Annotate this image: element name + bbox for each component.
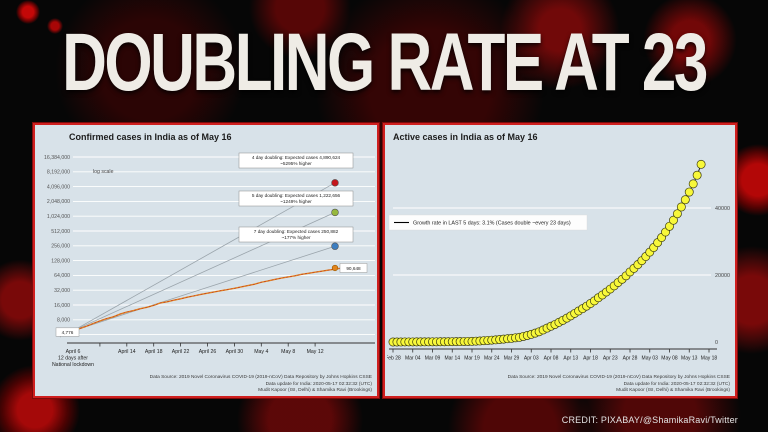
x-axis-tick-label: Mar 14 <box>444 356 460 362</box>
right-chart-source-note: Data Source: 2019 Novel Coronavirus COVI… <box>508 375 730 394</box>
x-axis-tick-label: Apr 23 <box>603 356 618 362</box>
source-line: Data update for India: 2020-05-17 02:32:… <box>265 381 372 387</box>
active-cases-chart-panel: Active cases in India as of May 16 0 2000… <box>383 123 737 398</box>
growth-trend-line <box>393 164 702 343</box>
log-scale-note: log scale <box>93 169 114 175</box>
x-axis-tick-label: April 18 <box>145 349 163 355</box>
left-chart-source-note: Data Source: 2019 Novel Coronavirus COVI… <box>150 375 372 394</box>
source-line: Data update for India: 2020-05-17 02:32:… <box>623 381 730 387</box>
confirmed-cases-log-chart: 4,0008,00016,00032,00064,000128,000256,0… <box>44 152 375 368</box>
source-line: Data Source: 2019 Novel Coronavirus COVI… <box>149 375 372 381</box>
y-axis-tick-label: 8,000 <box>57 318 70 324</box>
source-line: Data Source: 2019 Novel Coronavirus COVI… <box>507 375 730 381</box>
active-cases-point <box>669 215 678 225</box>
y-axis-tick-label: 16,000 <box>54 303 70 309</box>
x-axis-tick-label: National lockdown <box>52 362 94 368</box>
x-axis-tick-label: May 13 <box>681 356 698 362</box>
y-axis-tick-label: 64,000 <box>54 273 70 279</box>
x-axis-tick-label: Apr 08 <box>544 356 559 362</box>
x-axis-tick-label: Feb 28 <box>387 356 401 362</box>
x-axis-tick-label: April 6 <box>66 349 81 355</box>
projection-end-dot <box>331 179 339 187</box>
x-axis-tick-label: April 26 <box>199 349 217 355</box>
x-axis-tick-label: Apr 18 <box>583 356 598 362</box>
legend-label: Growth rate in LAST 5 days: 3.1% (Cases … <box>413 221 571 227</box>
annotation-text: 5 day doubling: Expected cases 1,222,656 <box>252 193 341 198</box>
source-line: Mudit Kapoor (ISI, Delhi) & Shamika Ravi… <box>258 387 372 393</box>
actual-end-dot <box>331 264 339 272</box>
projection-end-dot <box>331 242 339 250</box>
active-cases-point <box>676 202 686 212</box>
active-cases-point <box>692 170 702 180</box>
start-label: 4,776 <box>62 330 74 335</box>
source-line: Mudit Kapoor (ISI, Delhi) & Shamika Ravi… <box>616 387 730 393</box>
x-axis-tick-label: Apr 28 <box>623 356 638 362</box>
x-axis-tick-label: April 22 <box>172 349 190 355</box>
active-cases-point <box>684 187 694 197</box>
annotation-box <box>238 190 354 207</box>
annotation-text: 7 day doubling: Expected cases 250,882 <box>254 229 339 234</box>
annotation-text: ~1249% higher <box>280 199 312 204</box>
active-cases-point <box>680 195 690 205</box>
annotation-box <box>238 152 354 169</box>
y-axis-tick-label: 40000 <box>715 206 730 212</box>
x-axis-tick-label: May 12 <box>307 349 324 355</box>
y-axis-tick-label: 1,024,000 <box>47 214 70 220</box>
page-title: DOUBLING RATE AT 23 <box>62 17 708 109</box>
x-axis-tick-label: May 03 <box>642 356 659 362</box>
annotation-text: ~5295% higher <box>280 161 312 166</box>
x-axis-tick-label: April 30 <box>226 349 244 355</box>
x-axis-tick-label: Mar 24 <box>484 356 500 362</box>
y-axis-tick-label: 4,096,000 <box>47 184 70 190</box>
actual-end-label-box <box>339 263 368 273</box>
x-axis-tick-label: 12 days after <box>58 355 88 361</box>
y-axis-tick-label: 16,384,000 <box>44 155 70 161</box>
x-axis-tick-label: Mar 04 <box>405 356 421 362</box>
actual-end-label: 90,648 <box>346 266 361 271</box>
projection-end-dot <box>331 208 339 217</box>
active-cases-point <box>696 159 706 169</box>
x-axis-tick-label: Mar 09 <box>425 356 441 362</box>
start-label-box <box>55 327 80 337</box>
y-axis-tick-label: 8,192,000 <box>47 170 70 176</box>
y-axis-tick-label: 0 <box>715 340 718 346</box>
right-chart-title: Active cases in India as of May 16 <box>393 132 538 142</box>
annotation-text: 4 day doubling: Expected cases 4,890,624 <box>252 155 341 160</box>
projection-line-4-day-doubling <box>72 182 336 332</box>
active-cases-point <box>672 209 682 219</box>
x-axis-tick-label: May 18 <box>701 356 718 362</box>
confirmed-cases-chart-panel: Confirmed cases in India as of May 16 4,… <box>33 123 379 398</box>
x-axis-tick-label: May 4 <box>254 349 268 355</box>
active-cases-point <box>688 179 698 189</box>
left-chart-title: Confirmed cases in India as of May 16 <box>69 132 232 142</box>
x-axis-tick-label: Apr 03 <box>524 356 539 362</box>
headline-banner: DOUBLING RATE AT 23 <box>0 16 768 108</box>
y-axis-tick-label: 32,000 <box>54 288 70 294</box>
actual-cases-dashed-overlay <box>72 267 343 332</box>
x-axis-tick-label: May 08 <box>661 356 678 362</box>
annotation-box <box>238 226 354 243</box>
legend-box <box>388 214 588 231</box>
x-axis-tick-label: May 8 <box>281 349 295 355</box>
y-axis-tick-label: 128,000 <box>51 258 70 264</box>
credit-text: CREDIT: PIXABAY/@ShamikaRavi/Twitter <box>561 415 738 425</box>
x-axis-tick-label: Mar 19 <box>464 356 480 362</box>
x-axis-tick-label: Mar 29 <box>504 356 520 362</box>
projection-line-7-day-doubling <box>72 245 336 332</box>
x-axis-tick-label: April 14 <box>118 349 136 355</box>
y-axis-tick-label: 256,000 <box>51 244 70 250</box>
annotation-text: ~177% higher <box>281 235 310 240</box>
y-axis-tick-label: 20000 <box>715 273 730 279</box>
y-axis-tick-label: 512,000 <box>51 229 70 235</box>
y-axis-tick-label: 2,048,000 <box>47 199 70 205</box>
x-axis-tick-label: Apr 13 <box>563 356 578 362</box>
actual-cases-line <box>72 267 343 332</box>
